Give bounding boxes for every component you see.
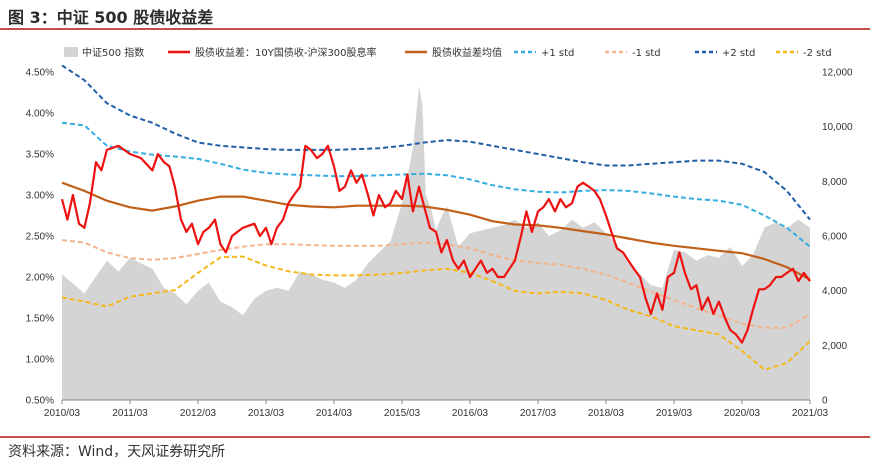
x-tick-label: 2010/03 bbox=[44, 408, 81, 419]
y-left-tick-label: 3.50% bbox=[26, 150, 54, 161]
y-left-tick-label: 4.50% bbox=[26, 68, 54, 79]
legend-item: -2 std bbox=[776, 48, 832, 59]
axis-layer: 2010/03 2011/03 2012/03 2013/03 2014/03 2015/… bbox=[26, 68, 853, 420]
y-left-tick-label: 0.50% bbox=[26, 396, 54, 407]
legend-label: -2 std bbox=[803, 48, 832, 59]
legend-label: 股债收益差均值 bbox=[432, 46, 502, 59]
y-right-tick-label: 0 bbox=[822, 396, 828, 407]
x-tick-label: 2021/03 bbox=[792, 408, 829, 419]
y-right-tick-label: 4,000 bbox=[822, 286, 847, 297]
plus-1-std-line bbox=[61, 121, 811, 248]
legend-label: +1 std bbox=[541, 48, 574, 59]
spread-mean-line bbox=[61, 181, 811, 281]
legend-item: 中证500 指数 bbox=[64, 46, 144, 59]
x-tick-label: 2017/03 bbox=[520, 408, 557, 419]
minus-2-std-line bbox=[61, 255, 811, 371]
minus-1-std-line bbox=[61, 239, 811, 329]
legend-label: -1 std bbox=[632, 48, 661, 59]
bottom-rule bbox=[0, 436, 870, 438]
y-left-tick-label: 1.00% bbox=[26, 355, 54, 366]
source-note: 资料来源：Wind，天风证券研究所 bbox=[8, 444, 226, 460]
y-right-tick-label: 6,000 bbox=[822, 232, 847, 243]
x-tick-label: 2013/03 bbox=[248, 408, 285, 419]
x-tick-label: 2018/03 bbox=[588, 408, 625, 419]
legend-item: 股债收益差均值 bbox=[405, 46, 502, 59]
y-right-tick-label: 8,000 bbox=[822, 177, 847, 188]
legend: 中证500 指数 股债收益差：10Y国债收-沪深300股息率 股债收益差均值 +1 s… bbox=[64, 46, 832, 59]
y-right-tick-label: 2,000 bbox=[822, 341, 847, 352]
line-layer bbox=[60, 64, 811, 371]
y-right-tick-label: 10,000 bbox=[822, 122, 853, 133]
legend-item: -1 std bbox=[605, 48, 661, 59]
y-left-tick-label: 4.00% bbox=[26, 109, 54, 120]
legend-swatch bbox=[64, 47, 78, 57]
x-tick-label: 2015/03 bbox=[384, 408, 421, 419]
y-left-tick-label: 2.50% bbox=[26, 232, 54, 243]
x-tick-label: 2014/03 bbox=[316, 408, 353, 419]
x-tick-label: 2011/03 bbox=[112, 408, 148, 419]
legend-item: +2 std bbox=[695, 48, 755, 59]
legend-label: 股债收益差：10Y国债收-沪深300股息率 bbox=[195, 46, 377, 59]
legend-label: +2 std bbox=[722, 48, 755, 59]
y-left-tick-label: 1.50% bbox=[26, 314, 54, 325]
x-tick-label: 2016/03 bbox=[452, 408, 489, 419]
plus-2-std-line bbox=[61, 64, 811, 221]
legend-item: 股债收益差：10Y国债收-沪深300股息率 bbox=[168, 46, 377, 59]
legend-label: 中证500 指数 bbox=[82, 46, 144, 59]
x-tick-label: 2012/03 bbox=[180, 408, 217, 419]
legend-item: +1 std bbox=[514, 48, 574, 59]
yield-spread-chart: 2010/03 2011/03 2012/03 2013/03 2014/03 2015/… bbox=[26, 46, 853, 420]
y-left-tick-label: 2.00% bbox=[26, 273, 54, 284]
x-tick-label: 2020/03 bbox=[724, 408, 761, 419]
x-tick-label: 2019/03 bbox=[656, 408, 693, 419]
top-rule bbox=[0, 28, 870, 30]
figure-title: 图 3：中证 500 股债收益差 bbox=[8, 8, 214, 27]
y-right-tick-label: 12,000 bbox=[822, 68, 853, 79]
spread-line bbox=[60, 144, 811, 344]
y-left-tick-label: 3.00% bbox=[26, 191, 54, 202]
